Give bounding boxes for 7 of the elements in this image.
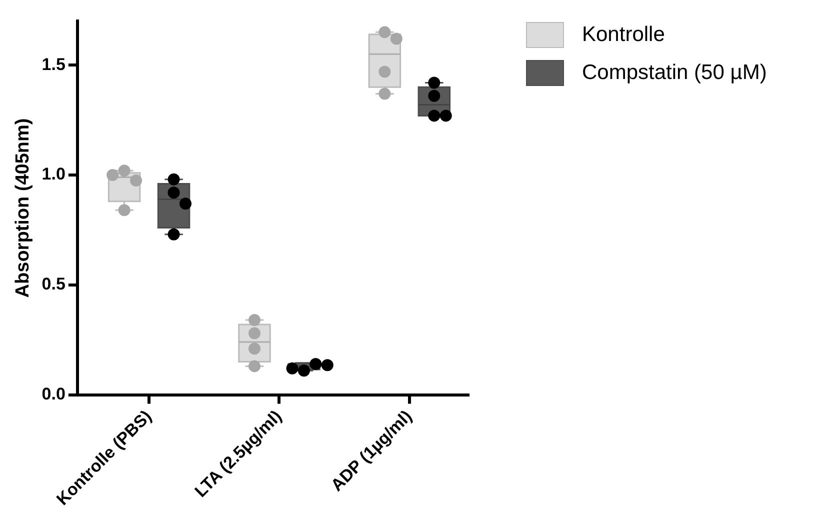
y-axis-title: Absorption (405nm) [12,118,34,298]
y-tick-label: 0.5 [42,274,66,294]
y-tick-label: 1.0 [42,164,66,184]
y-tick-label: 1.5 [42,54,66,74]
legend-label: Compstatin (50 µM) [582,61,767,85]
legend-label: Kontrolle [582,23,665,47]
y-tick-label: 0.0 [42,384,66,404]
